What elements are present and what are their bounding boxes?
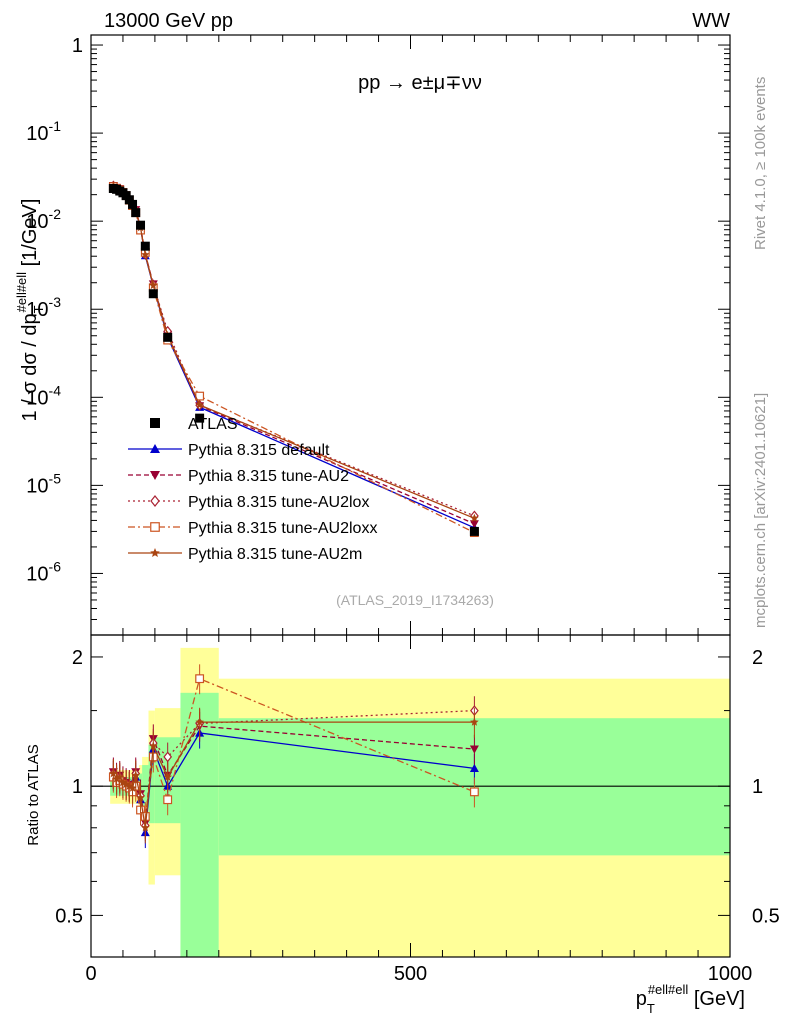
ratio-series-point xyxy=(469,745,479,754)
data-point xyxy=(148,289,158,299)
legend-label: Pythia 8.315 tune-AU2lox xyxy=(188,494,369,511)
y-tick-label: 10-5 xyxy=(26,470,61,497)
ratio-tick-label: 0.5 xyxy=(55,905,83,927)
ratio-series-point xyxy=(115,772,124,781)
legend-marker xyxy=(150,522,160,532)
stat-uncertainty-band xyxy=(142,765,149,806)
main-series-point xyxy=(470,513,479,522)
ratio-tick-label: 1 xyxy=(72,776,83,798)
ratio-series-point xyxy=(470,717,479,726)
data-point xyxy=(128,199,138,209)
legend-marker xyxy=(150,548,160,557)
ratio-series-point xyxy=(112,774,121,783)
ratio-tick-label: 2 xyxy=(72,647,83,669)
header-process-tag: WW xyxy=(692,10,730,32)
ratio-series-point xyxy=(195,674,205,684)
ratio-uncertainty-bands xyxy=(91,647,730,957)
main-series-point xyxy=(149,281,158,290)
data-point xyxy=(163,332,173,342)
ratio-series-point xyxy=(469,763,479,773)
x-axis-title: pT#ell#ell [GeV] xyxy=(636,982,745,1016)
x-tick-label: 500 xyxy=(394,963,427,985)
axes-ticks: 110-110-210-310-410-510-60.5 0.51 12 20 500 1… xyxy=(26,35,780,985)
ratio-series-point xyxy=(128,783,137,792)
y-tick-label: 10-1 xyxy=(26,118,61,145)
legend-label: Pythia 8.315 default xyxy=(188,442,330,459)
ratio-tick-label-right: 0.5 xyxy=(752,905,780,927)
data-point xyxy=(136,220,146,230)
ratio-series-point xyxy=(131,770,140,779)
legend-label: Pythia 8.315 tune-AU2 xyxy=(188,468,349,485)
ratio-series-point xyxy=(109,769,118,778)
legend: ATLAS Pythia 8.315 default Pythia 8.315 tu… xyxy=(128,416,377,563)
legend-label: Pythia 8.315 tune-AU2m xyxy=(188,546,362,563)
data-point xyxy=(131,208,141,218)
legend-marker xyxy=(150,418,160,428)
ratio-series-point xyxy=(163,772,172,781)
x-tick-label: 1000 xyxy=(708,963,753,985)
ratio-plot-series xyxy=(108,664,479,849)
ratio-series-point xyxy=(136,793,145,802)
data-point xyxy=(140,241,150,251)
legend-marker xyxy=(150,471,160,480)
ratio-y-axis-title: Ratio to ATLAS xyxy=(25,744,42,845)
ratio-series-point xyxy=(149,741,158,750)
rivet-label: Rivet 4.1.0, ≥ 100k events xyxy=(752,77,769,250)
ratio-tick-label-right: 2 xyxy=(752,647,763,669)
main-series-point xyxy=(141,250,150,259)
mcplots-label: mcplots.cern.ch [arXiv:2401.10621] xyxy=(752,393,769,628)
y-tick-label: 1 xyxy=(72,35,83,57)
ratio-series-point xyxy=(195,717,204,726)
data-point xyxy=(124,195,134,205)
main-series-point xyxy=(195,400,204,409)
main-plot-series xyxy=(108,180,479,538)
ratio-series-point xyxy=(163,795,173,805)
data-point xyxy=(469,526,479,536)
analysis-label: (ATLAS_2019_I1734263) xyxy=(336,592,494,608)
ratio-series-point xyxy=(469,787,479,797)
legend-marker xyxy=(150,444,160,453)
main-series-point xyxy=(469,520,479,529)
main-series-line xyxy=(113,185,475,517)
header-energy: 13000 GeV pp xyxy=(104,10,233,32)
process-label: pp → e±μ∓νν xyxy=(358,72,482,94)
ratio-series-point xyxy=(163,751,173,763)
y-tick-label: 10-6 xyxy=(26,558,61,585)
x-tick-label: 0 xyxy=(85,963,96,985)
data-point xyxy=(195,413,205,423)
stat-uncertainty-band xyxy=(148,744,155,824)
legend-label: Pythia 8.315 tune-AU2loxx xyxy=(188,520,377,537)
main-plot-frame xyxy=(90,34,731,636)
legend-marker xyxy=(150,495,160,507)
ratio-series-point xyxy=(141,823,150,832)
legend-label: ATLAS xyxy=(188,416,238,433)
ratio-tick-label-right: 1 xyxy=(752,776,763,798)
